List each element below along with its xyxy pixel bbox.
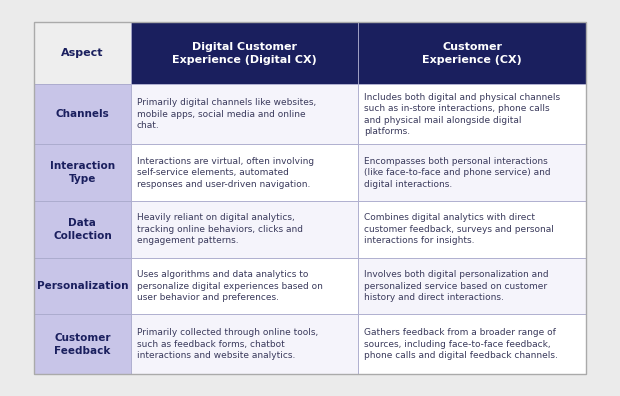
Bar	[34, 258, 131, 314]
Text: Interactions are virtual, often involving
self-service elements, automated
respo: Interactions are virtual, often involvin…	[137, 157, 314, 188]
Bar	[131, 84, 358, 145]
Text: Channels: Channels	[56, 109, 109, 120]
Bar	[358, 145, 586, 201]
Bar	[131, 22, 358, 84]
Bar	[358, 258, 586, 314]
Bar	[34, 201, 131, 258]
Text: Encompasses both personal interactions
(like face-to-face and phone service) and: Encompasses both personal interactions (…	[365, 157, 551, 188]
Text: Customer
Feedback: Customer Feedback	[54, 333, 110, 356]
Text: Data
Collection: Data Collection	[53, 218, 112, 241]
Bar	[358, 84, 586, 145]
Text: Primarily digital channels like websites,
mobile apps, social media and online
c: Primarily digital channels like websites…	[137, 99, 316, 130]
Text: Aspect: Aspect	[61, 48, 104, 58]
Bar	[131, 314, 358, 374]
Bar	[34, 145, 131, 201]
Bar	[34, 22, 586, 374]
Bar	[358, 201, 586, 258]
Text: Combines digital analytics with direct
customer feedback, surveys and personal
i: Combines digital analytics with direct c…	[365, 213, 554, 245]
Bar	[34, 22, 131, 84]
Bar	[131, 201, 358, 258]
Text: Involves both digital personalization and
personalized service based on customer: Involves both digital personalization an…	[365, 270, 549, 302]
Bar	[131, 258, 358, 314]
Text: Digital Customer
Experience (Digital CX): Digital Customer Experience (Digital CX)	[172, 42, 317, 65]
Text: Uses algorithms and data analytics to
personalize digital experiences based on
u: Uses algorithms and data analytics to pe…	[137, 270, 323, 302]
Bar	[358, 22, 586, 84]
Bar	[34, 314, 131, 374]
Text: Includes both digital and physical channels
such as in-store interactions, phone: Includes both digital and physical chann…	[365, 93, 560, 136]
Bar	[34, 84, 131, 145]
Text: Primarily collected through online tools,
such as feedback forms, chatbot
intera: Primarily collected through online tools…	[137, 328, 318, 360]
Bar	[358, 314, 586, 374]
Text: Personalization: Personalization	[37, 281, 128, 291]
Bar	[131, 145, 358, 201]
Text: Gathers feedback from a broader range of
sources, including face-to-face feedbac: Gathers feedback from a broader range of…	[365, 328, 559, 360]
Text: Customer
Experience (CX): Customer Experience (CX)	[422, 42, 522, 65]
Text: Interaction
Type: Interaction Type	[50, 161, 115, 184]
Text: Heavily reliant on digital analytics,
tracking online behaviors, clicks and
enga: Heavily reliant on digital analytics, tr…	[137, 213, 303, 245]
